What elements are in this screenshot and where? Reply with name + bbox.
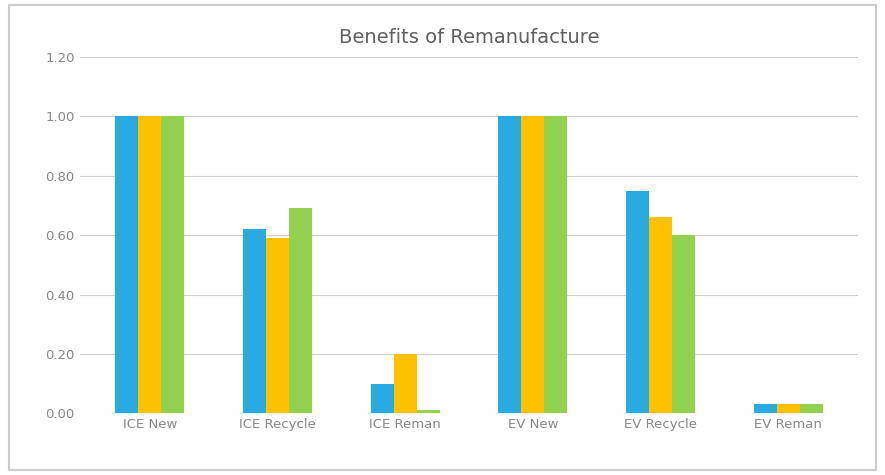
Bar	[800, 404, 823, 413]
Legend: CO2, ELECTRICITY, WATER: CO2, ELECTRICITY, WATER	[344, 473, 594, 475]
Bar	[138, 116, 161, 413]
Bar	[626, 190, 649, 413]
Bar	[544, 116, 567, 413]
Bar	[243, 229, 266, 413]
Bar	[115, 116, 138, 413]
Bar	[498, 116, 521, 413]
Bar	[521, 116, 544, 413]
Bar	[394, 354, 417, 413]
Bar	[672, 235, 695, 413]
Bar	[417, 410, 440, 413]
Bar	[754, 404, 777, 413]
Bar	[649, 218, 672, 413]
Bar	[777, 404, 800, 413]
Bar	[266, 238, 289, 413]
Bar	[161, 116, 184, 413]
Bar	[289, 209, 312, 413]
Title: Benefits of Remanufacture: Benefits of Remanufacture	[339, 28, 599, 47]
Bar	[371, 384, 394, 413]
